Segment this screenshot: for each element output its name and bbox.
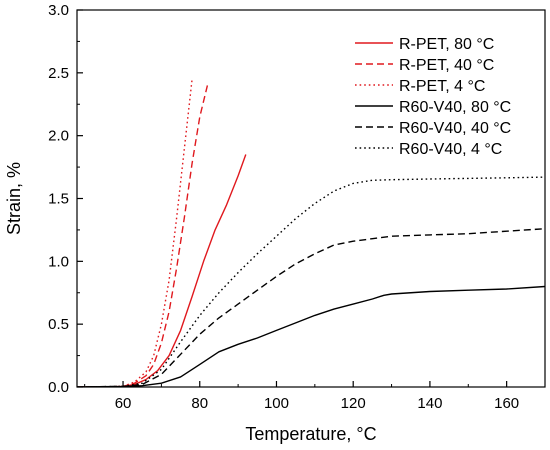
series-line-3 xyxy=(77,79,193,387)
y-tick-label: 1.0 xyxy=(48,253,69,270)
series-line-1 xyxy=(77,154,247,387)
x-tick-label: 100 xyxy=(264,395,289,412)
series-line-2 xyxy=(77,85,209,387)
x-tick-label: 140 xyxy=(417,395,442,412)
legend-label-1: R-PET, 80 °C xyxy=(399,36,494,53)
y-tick-label: 0.5 xyxy=(48,316,69,333)
x-tick-label: 160 xyxy=(494,395,519,412)
y-axis-ticks: 0.0 0.5 1.0 1.5 2.0 2.5 3.0 xyxy=(48,2,83,396)
legend-label-4: R60-V40, 80 °C xyxy=(399,99,511,116)
x-axis-ticks: 60 80 100 120 140 160 xyxy=(84,381,546,412)
series-line-4 xyxy=(77,285,545,387)
y-tick-label: 3.0 xyxy=(48,2,69,19)
series-line-5 xyxy=(77,228,545,387)
y-tick-label: 0.0 xyxy=(48,379,69,396)
x-axis-title: Temperature, °C xyxy=(245,424,376,444)
y-tick-label: 1.5 xyxy=(48,191,69,208)
y-tick-label: 2.0 xyxy=(48,128,69,145)
y-axis-title: Strain, % xyxy=(4,162,24,235)
legend: R-PET, 80 °C R-PET, 40 °C R-PET, 4 °C R60-V… xyxy=(355,36,511,158)
y-tick-label: 2.5 xyxy=(48,65,69,82)
legend-label-2: R-PET, 40 °C xyxy=(399,57,494,74)
legend-label-5: R60-V40, 40 °C xyxy=(399,120,511,137)
x-tick-label: 60 xyxy=(115,395,132,412)
x-tick-label: 120 xyxy=(341,395,366,412)
legend-label-3: R-PET, 4 °C xyxy=(399,78,485,95)
x-tick-label: 80 xyxy=(191,395,208,412)
legend-label-6: R60-V40, 4 °C xyxy=(399,141,502,158)
series-line-6 xyxy=(77,176,545,387)
